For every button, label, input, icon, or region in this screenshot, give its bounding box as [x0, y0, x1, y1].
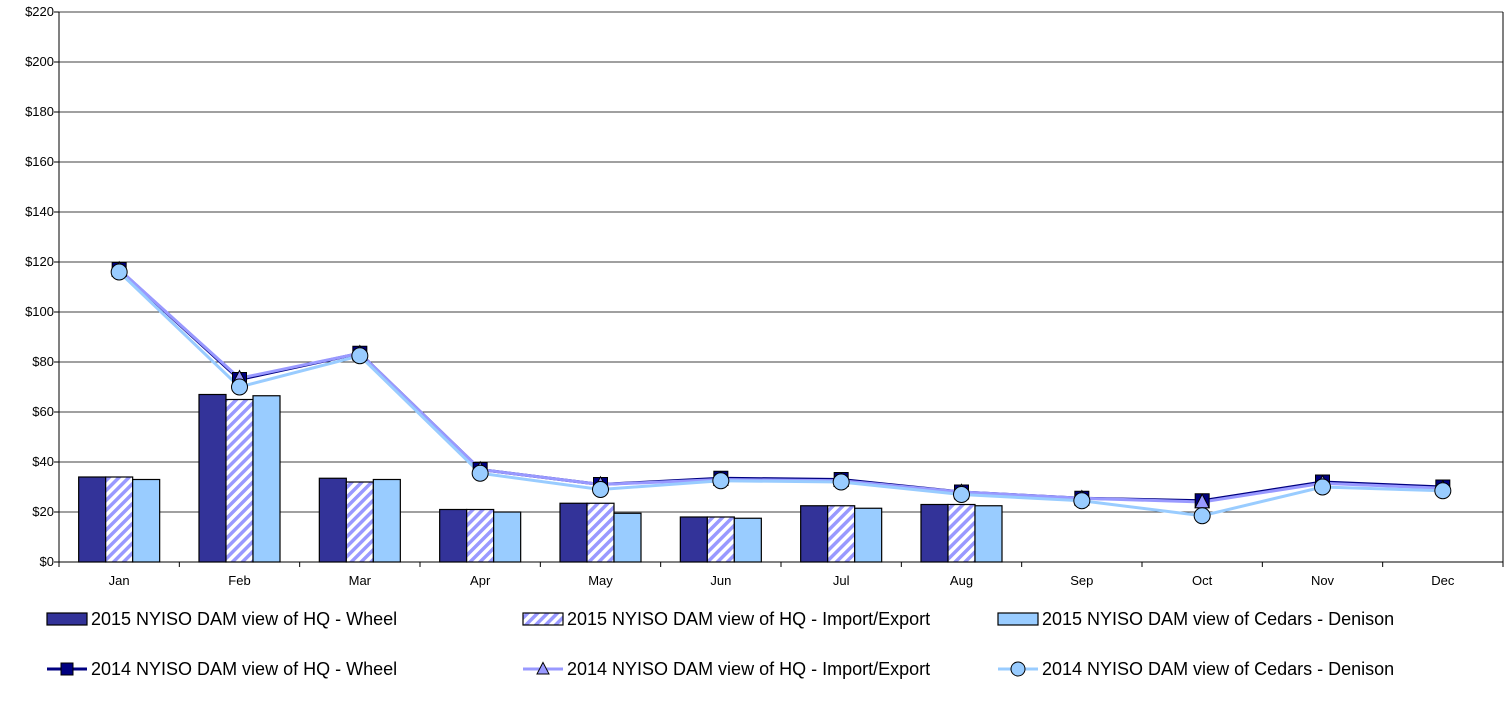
series-line [118, 270, 1443, 518]
bar [854, 507, 883, 563]
legend-label: 2015 NYISO DAM view of Cedars - Denison [1042, 609, 1394, 629]
axes [54, 11, 1504, 567]
x-tick-label: Jul [833, 573, 850, 588]
series-line [118, 268, 1443, 504]
x-tick-label: Dec [1431, 573, 1455, 588]
bar [706, 516, 735, 563]
x-tick-label: Feb [228, 573, 250, 588]
y-tick-label: $220 [25, 4, 54, 19]
point [1434, 482, 1452, 500]
point [536, 661, 550, 675]
legend: 2015 NYISO DAM view of HQ - Wheel 2015 NY… [46, 609, 1394, 679]
y-tick-label: $80 [32, 354, 54, 369]
bar [318, 477, 347, 563]
point [231, 378, 248, 396]
line-series [110, 260, 1452, 525]
x-tick-label: Oct [1192, 573, 1213, 588]
bars [78, 393, 1003, 563]
legend-item: 2015 NYISO DAM view of HQ - Wheel [46, 609, 397, 629]
bar [920, 503, 949, 563]
legend-item: 2014 NYISO DAM view of HQ - Wheel [47, 659, 397, 679]
point [712, 472, 730, 490]
bar [78, 476, 107, 563]
x-tick-labels: Jan Feb Mar Apr May Jun Jul Aug Sep Oct Nov Dec [109, 573, 1455, 588]
x-tick-label: Jun [710, 573, 731, 588]
y-tick-label: $100 [25, 304, 54, 319]
y-tick-label: $60 [32, 404, 54, 419]
x-tick-label: Sep [1070, 573, 1093, 588]
bar [827, 505, 856, 563]
bar [466, 508, 495, 563]
y-tick-label: $160 [25, 154, 54, 169]
legend-label: 2014 NYISO DAM view of Cedars - Denison [1042, 659, 1394, 679]
bar [372, 478, 401, 563]
legend-label: 2014 NYISO DAM view of HQ - Wheel [91, 659, 397, 679]
x-tick-label: Jan [109, 573, 130, 588]
point [1073, 492, 1091, 510]
legend-item: 2014 NYISO DAM view of Cedars - Denison [998, 659, 1394, 679]
bar [800, 505, 829, 563]
legend-swatch [522, 612, 564, 626]
legend-label: 2015 NYISO DAM view of HQ - Wheel [91, 609, 397, 629]
bar [586, 502, 615, 563]
point [953, 486, 970, 503]
point [1314, 478, 1331, 496]
bar [132, 478, 161, 563]
legend-swatch [46, 612, 88, 626]
bar [679, 516, 708, 563]
x-tick-label: Nov [1311, 573, 1335, 588]
point [1010, 661, 1026, 677]
bar [947, 503, 976, 563]
point [592, 481, 609, 498]
y-tick-label: $120 [25, 254, 54, 269]
bar [733, 517, 762, 563]
y-tick-label: $200 [25, 54, 54, 69]
legend-label: 2014 NYISO DAM view of HQ - Import/Expor… [567, 659, 930, 679]
bar [252, 395, 281, 563]
series-line [118, 268, 1443, 503]
x-tick-label: Mar [349, 573, 372, 588]
legend-item: 2015 NYISO DAM view of HQ - Import/Expor… [522, 609, 930, 629]
legend-item: 2015 NYISO DAM view of Cedars - Denison [997, 609, 1394, 629]
legend-item: 2014 NYISO DAM view of HQ - Import/Expor… [523, 659, 930, 679]
legend-swatch [997, 612, 1039, 626]
point [832, 473, 850, 491]
bar [105, 476, 134, 563]
bar [493, 511, 522, 563]
bar [559, 502, 588, 563]
y-tick-label: $140 [25, 204, 54, 219]
point [351, 347, 369, 365]
y-tick-label: $40 [32, 454, 54, 469]
point [110, 263, 128, 281]
bar [345, 481, 374, 563]
y-tick-label: $20 [32, 504, 54, 519]
bar [225, 398, 254, 563]
x-tick-label: May [588, 573, 613, 588]
point [60, 662, 74, 676]
bar [974, 505, 1003, 563]
point [1193, 507, 1211, 525]
bar [613, 512, 642, 563]
point [471, 464, 489, 482]
gridlines [59, 11, 1503, 513]
bar [439, 508, 468, 563]
x-tick-label: Apr [470, 573, 491, 588]
legend-label: 2015 NYISO DAM view of HQ - Import/Expor… [567, 609, 930, 629]
y-tick-label: $0 [40, 554, 54, 569]
y-tick-label: $180 [25, 104, 54, 119]
x-tick-label: Aug [950, 573, 973, 588]
y-tick-labels: $0 $20 $40 $60 $80 $100 $120 $140 $160 $180 $200 $2… [25, 4, 54, 569]
bar [198, 393, 227, 563]
